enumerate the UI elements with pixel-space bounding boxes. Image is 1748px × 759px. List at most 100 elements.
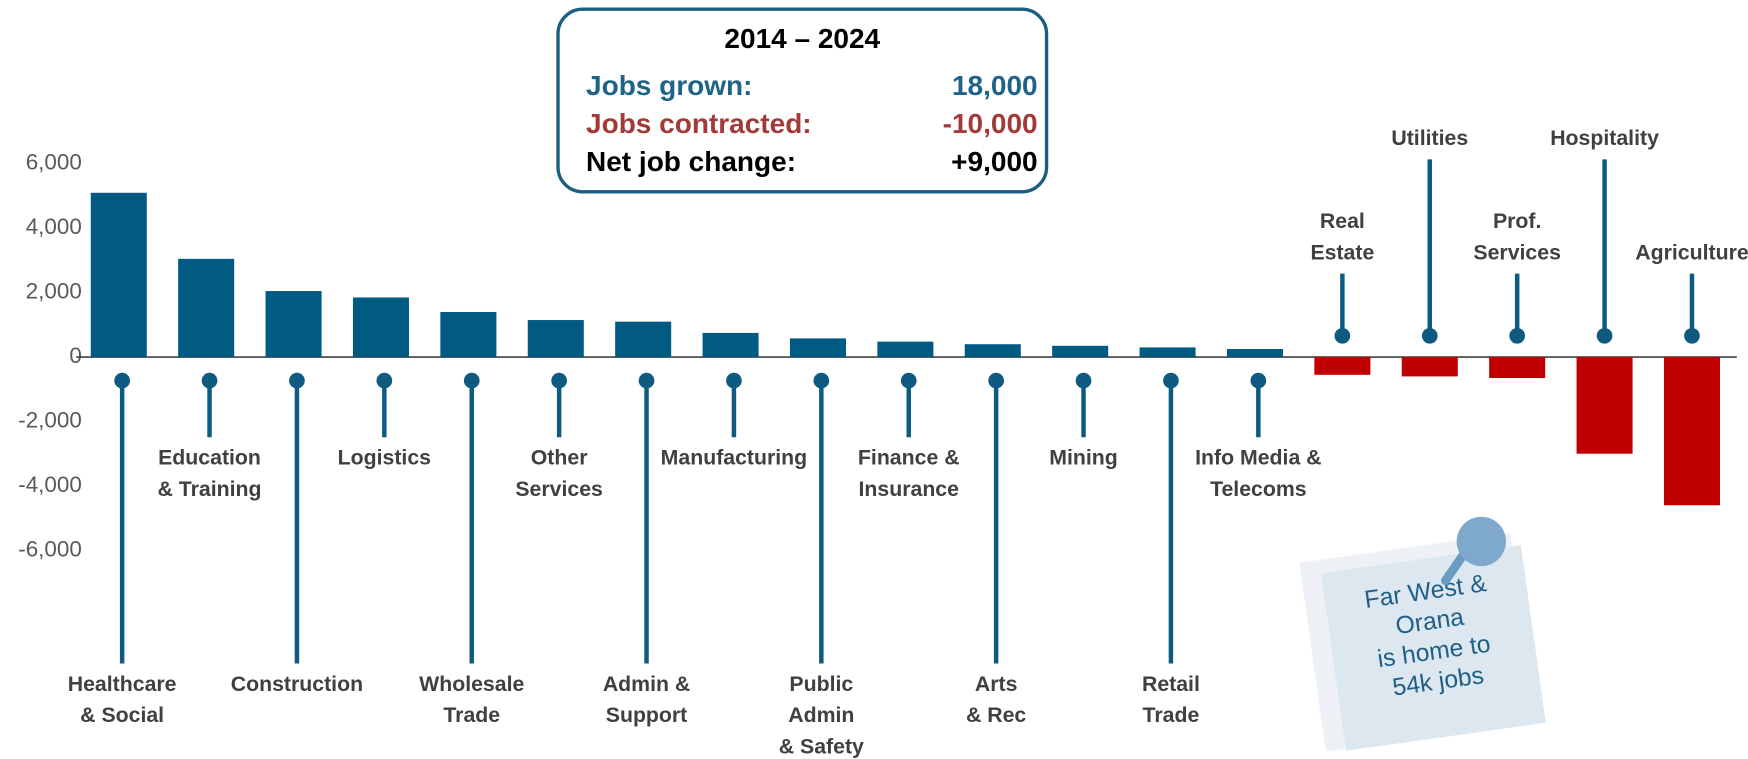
x-tick-label-line: & Safety [779, 734, 864, 758]
x-tick-label: Real Estate [1310, 209, 1374, 264]
label-dot [901, 373, 917, 389]
bar [91, 193, 147, 357]
label-dot [1684, 328, 1700, 344]
x-tick-label-line: Mining [1049, 445, 1118, 469]
label-dot [1509, 328, 1525, 344]
chart: Far West &Oranais home to54k jobs 2014 –… [0, 0, 1748, 759]
bar [615, 322, 671, 357]
bar [1052, 346, 1108, 357]
label-dot [726, 373, 742, 389]
x-tick-label-line: Agriculture [1635, 240, 1748, 264]
note: Far West &Oranais home to54k jobs [1299, 532, 1546, 754]
label-dot [464, 373, 480, 389]
summary-value: 18,000 [952, 70, 1038, 101]
label-dot [1076, 373, 1092, 389]
y-tick-label: 2,000 [26, 279, 82, 304]
x-tick-label: Arts & Rec [966, 671, 1026, 726]
bar [528, 320, 584, 357]
x-tick-label: Utilities [1391, 126, 1468, 150]
x-tick-label-line: Insurance [859, 476, 960, 500]
bar [1140, 347, 1196, 357]
label-dot [1163, 373, 1179, 389]
pin-head [1457, 517, 1506, 566]
bar [353, 297, 409, 357]
summary-label: Jobs contracted: [586, 108, 812, 139]
x-tick-label-line: Trade [1143, 703, 1200, 727]
y-tick-label: 6,000 [26, 150, 82, 175]
y-tick-label: 0 [69, 343, 81, 368]
y-tick-label: -6,000 [18, 536, 82, 561]
bar [1577, 357, 1633, 454]
summary-label: Jobs grown: [586, 70, 752, 101]
x-tick-label-line: Services [1473, 240, 1561, 264]
x-tick-label: Retail Trade [1142, 671, 1200, 726]
x-tick-label-line: Utilities [1391, 126, 1468, 150]
x-tick-label: Mining [1049, 445, 1118, 469]
x-tick-label: WholesaleTrade [419, 671, 524, 726]
bar [440, 312, 496, 357]
x-tick-label: Other Services [515, 445, 603, 500]
x-tick-label-line: Estate [1310, 240, 1374, 264]
bar [1314, 357, 1370, 375]
label-dot [1335, 328, 1351, 344]
label-dot [202, 373, 218, 389]
label-dot [1422, 328, 1438, 344]
x-tick-label: Agriculture [1635, 240, 1748, 264]
x-tick-label: Logistics [338, 445, 431, 469]
x-tick-label-line: Services [515, 476, 603, 500]
label-dot [114, 373, 130, 389]
x-tick-label: Info Media & Telecoms [1195, 445, 1321, 500]
x-tick-label-line: Admin [788, 703, 854, 727]
x-tick-label-line: Construction [231, 671, 363, 695]
x-tick-label-line: Wholesale [419, 671, 524, 695]
y-tick-label: -4,000 [18, 472, 82, 497]
x-tick-label-line: & Rec [966, 703, 1026, 727]
bar [266, 291, 322, 357]
x-tick-label-line: Hospitality [1550, 126, 1659, 150]
x-tick-label-line: Info Media & [1195, 445, 1321, 469]
bar [877, 342, 933, 357]
x-tick-label: Admin & Support [603, 671, 690, 726]
x-tick-label-line: Real [1320, 209, 1365, 233]
x-tick-label-line: Other [531, 445, 588, 469]
x-tick-label: Hospitality [1550, 126, 1659, 150]
x-tick-label: Education & Training [158, 445, 262, 500]
label-dot [1597, 328, 1613, 344]
x-tick-label-line: Finance & [858, 445, 960, 469]
bar [1227, 349, 1283, 357]
x-tick-label-line: Manufacturing [661, 445, 808, 469]
x-tick-label: Healthcare & Social [68, 671, 177, 726]
bar [790, 338, 846, 357]
x-tick-label: Prof. Services [1473, 209, 1561, 264]
summary-label: Net job change: [586, 146, 796, 177]
label-dot [988, 373, 1004, 389]
x-tick-label-line: & Social [80, 703, 164, 727]
label-dot [289, 373, 305, 389]
x-tick-label-line: Admin & [603, 671, 690, 695]
summary-value: -10,000 [943, 108, 1038, 139]
summary-value: +9,000 [951, 146, 1037, 177]
x-tick-label: Manufacturing [661, 445, 808, 469]
bar [703, 333, 759, 357]
summary-title: 2014 – 2024 [724, 23, 880, 54]
bar [965, 344, 1021, 357]
label-dot [1250, 373, 1266, 389]
x-tick-label-line: Logistics [338, 445, 431, 469]
bar [1489, 357, 1545, 378]
x-tick-label-line: Prof. [1493, 209, 1541, 233]
page: {"chart_data": {"type": "bar", "summary"… [0, 0, 1748, 759]
y-tick-label: 4,000 [26, 214, 82, 239]
label-dot [813, 373, 829, 389]
bar [178, 259, 234, 357]
x-tick-label-line: Arts [975, 671, 1018, 695]
x-tick-label-line: Retail [1142, 671, 1200, 695]
x-tick-label-line: & Training [158, 476, 262, 500]
x-tick-label-line: Education [158, 445, 261, 469]
label-dot [376, 373, 392, 389]
x-tick-label-line: Telecoms [1210, 476, 1307, 500]
x-tick-label-line: Healthcare [68, 671, 177, 695]
label-dot [551, 373, 567, 389]
y-tick-label: -2,000 [18, 407, 82, 432]
x-tick-label-line: Support [606, 703, 688, 727]
